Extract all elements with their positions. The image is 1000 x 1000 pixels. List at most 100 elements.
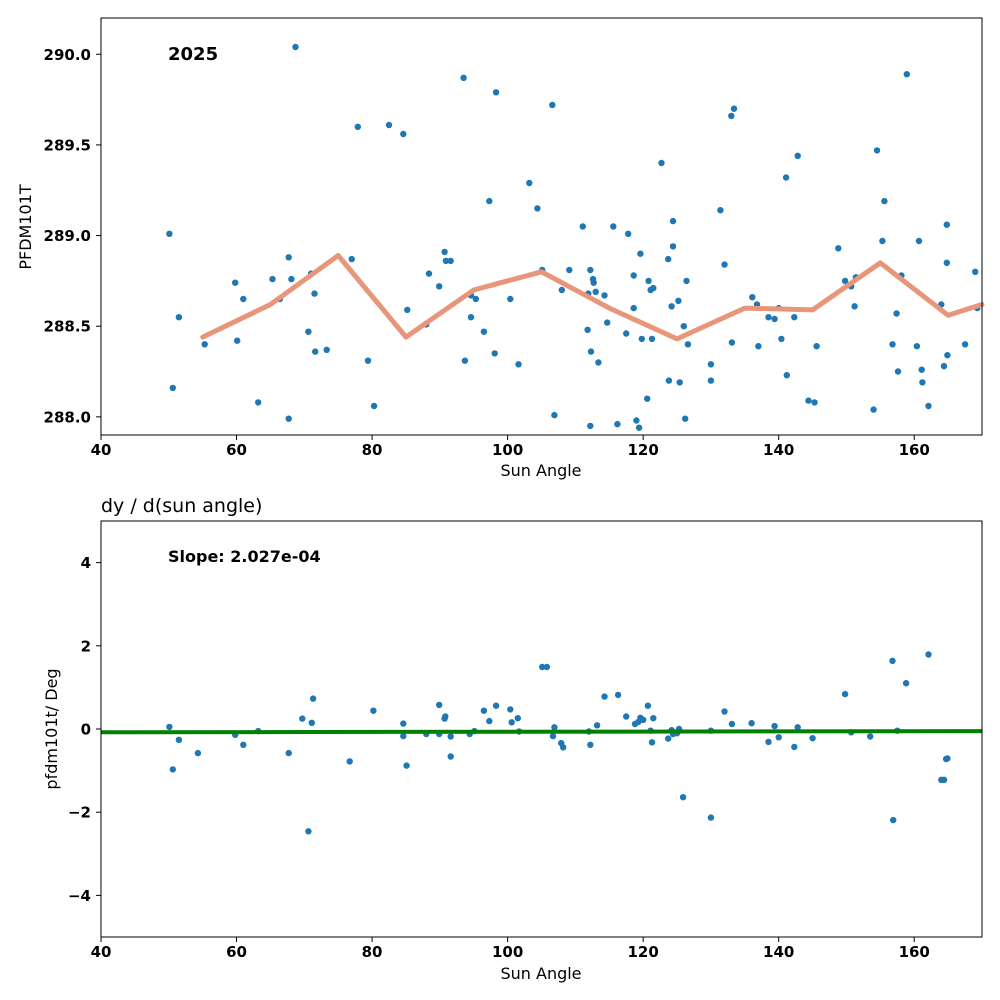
top-x-tick-label: 80: [362, 441, 383, 459]
top-y-tick-label: 289.0: [44, 227, 91, 245]
top-data-point: [728, 339, 736, 346]
top-data-point: [893, 310, 900, 317]
bottom-data-point: [614, 691, 622, 699]
top-data-point: [614, 420, 621, 428]
top-data-point: [851, 303, 858, 310]
top-data-point: [447, 257, 454, 265]
top-data-point: [940, 362, 948, 370]
bottom-y-tick-label: −2: [68, 804, 91, 822]
bottom-x-ticks: 40 60 80 100 120 140 160: [91, 937, 930, 961]
top-scatter-series: [166, 43, 981, 431]
top-data-point: [913, 343, 921, 350]
top-data-point: [870, 406, 877, 413]
bottom-y-tick-label: 0: [81, 721, 91, 739]
bottom-data-point: [925, 651, 932, 658]
bottom-data-point: [890, 816, 897, 824]
bottom-data-point: [442, 713, 449, 720]
bottom-data-point: [447, 753, 454, 760]
top-data-point: [682, 415, 689, 422]
top-smoothed-line: [200, 253, 985, 342]
top-data-point: [507, 295, 514, 303]
top-data-point: [491, 350, 498, 357]
top-data-point: [771, 315, 778, 323]
top-data-point: [925, 402, 932, 410]
top-data-point: [637, 250, 644, 257]
top-data-point: [728, 112, 735, 120]
top-data-point: [385, 121, 393, 129]
top-data-point: [665, 377, 673, 384]
bottom-data-point: [867, 733, 874, 740]
top-data-point: [668, 303, 675, 310]
bottom-data-point: [679, 794, 687, 801]
bottom-data-point: [299, 715, 306, 722]
top-data-point: [400, 130, 407, 138]
bottom-x-tick-label: 60: [226, 943, 247, 961]
bottom-y-ticks: −4 −2 0 2 4: [68, 554, 101, 905]
top-data-point: [650, 284, 657, 292]
bottom-data-point: [665, 735, 672, 742]
top-data-point: [175, 314, 183, 321]
bottom-data-point: [508, 719, 515, 726]
top-data-point: [579, 223, 586, 230]
bottom-x-tick-label: 140: [763, 943, 794, 961]
top-data-point: [943, 259, 950, 266]
bottom-data-point: [309, 695, 317, 702]
top-data-point: [492, 89, 500, 96]
top-data-point: [972, 268, 979, 275]
bottom-data-point: [240, 741, 247, 748]
top-data-point: [749, 294, 756, 301]
top-data-point: [778, 335, 785, 343]
bottom-data-point: [492, 702, 500, 709]
top-data-point: [558, 286, 565, 294]
top-data-point: [707, 377, 715, 384]
bottom-data-point: [551, 724, 558, 731]
bottom-data-point: [507, 706, 514, 713]
top-data-point: [323, 346, 330, 353]
top-data-point: [526, 179, 533, 187]
bottom-panel: dy / d(sun angle) 40 60 80 100 120 140 160 −4−…: [42, 495, 983, 983]
top-data-point: [166, 230, 173, 237]
bottom-data-point: [944, 755, 951, 762]
top-x-tick-label: 100: [492, 441, 523, 459]
top-y-ticks: 288.0 288.5 289.0 289.5 290.0: [44, 46, 101, 426]
top-data-point: [794, 152, 801, 159]
top-data-point: [805, 397, 812, 404]
top-y-axis-label: PFDM101T: [16, 184, 35, 270]
bottom-data-point: [771, 722, 778, 730]
bottom-data-point: [403, 762, 410, 769]
top-data-point: [425, 270, 433, 277]
bottom-data-point: [721, 708, 728, 715]
top-data-point: [551, 411, 558, 419]
top-data-point: [311, 290, 318, 297]
bottom-data-point: [707, 814, 715, 821]
bottom-chart-title: dy / d(sun angle): [101, 495, 262, 517]
top-data-point: [461, 357, 469, 364]
bottom-data-point: [623, 713, 630, 720]
top-data-point: [683, 277, 690, 285]
top-data-point: [584, 326, 591, 333]
top-x-tick-label: 120: [627, 441, 658, 459]
bottom-data-point: [539, 663, 546, 671]
bottom-x-tick-label: 120: [627, 943, 658, 961]
bottom-data-point: [728, 720, 736, 728]
bottom-x-axis-label: Sun Angle: [500, 964, 581, 983]
top-data-point: [645, 277, 652, 285]
top-data-point: [467, 314, 475, 321]
top-data-point: [961, 341, 969, 348]
top-data-point: [813, 343, 820, 350]
top-data-point: [595, 359, 602, 366]
top-data-point: [288, 275, 295, 283]
top-data-point: [721, 261, 728, 268]
bottom-x-tick-label: 100: [492, 943, 523, 961]
top-x-tick-label: 140: [763, 441, 794, 459]
top-y-tick-label: 290.0: [44, 46, 91, 64]
top-y-tick-label: 289.5: [44, 136, 91, 154]
top-data-point: [782, 174, 790, 181]
top-data-point: [676, 379, 683, 386]
bottom-data-point: [650, 715, 657, 722]
top-data-point: [364, 357, 372, 364]
top-data-point: [234, 337, 241, 344]
top-data-point: [919, 379, 926, 386]
top-data-point: [312, 348, 319, 355]
